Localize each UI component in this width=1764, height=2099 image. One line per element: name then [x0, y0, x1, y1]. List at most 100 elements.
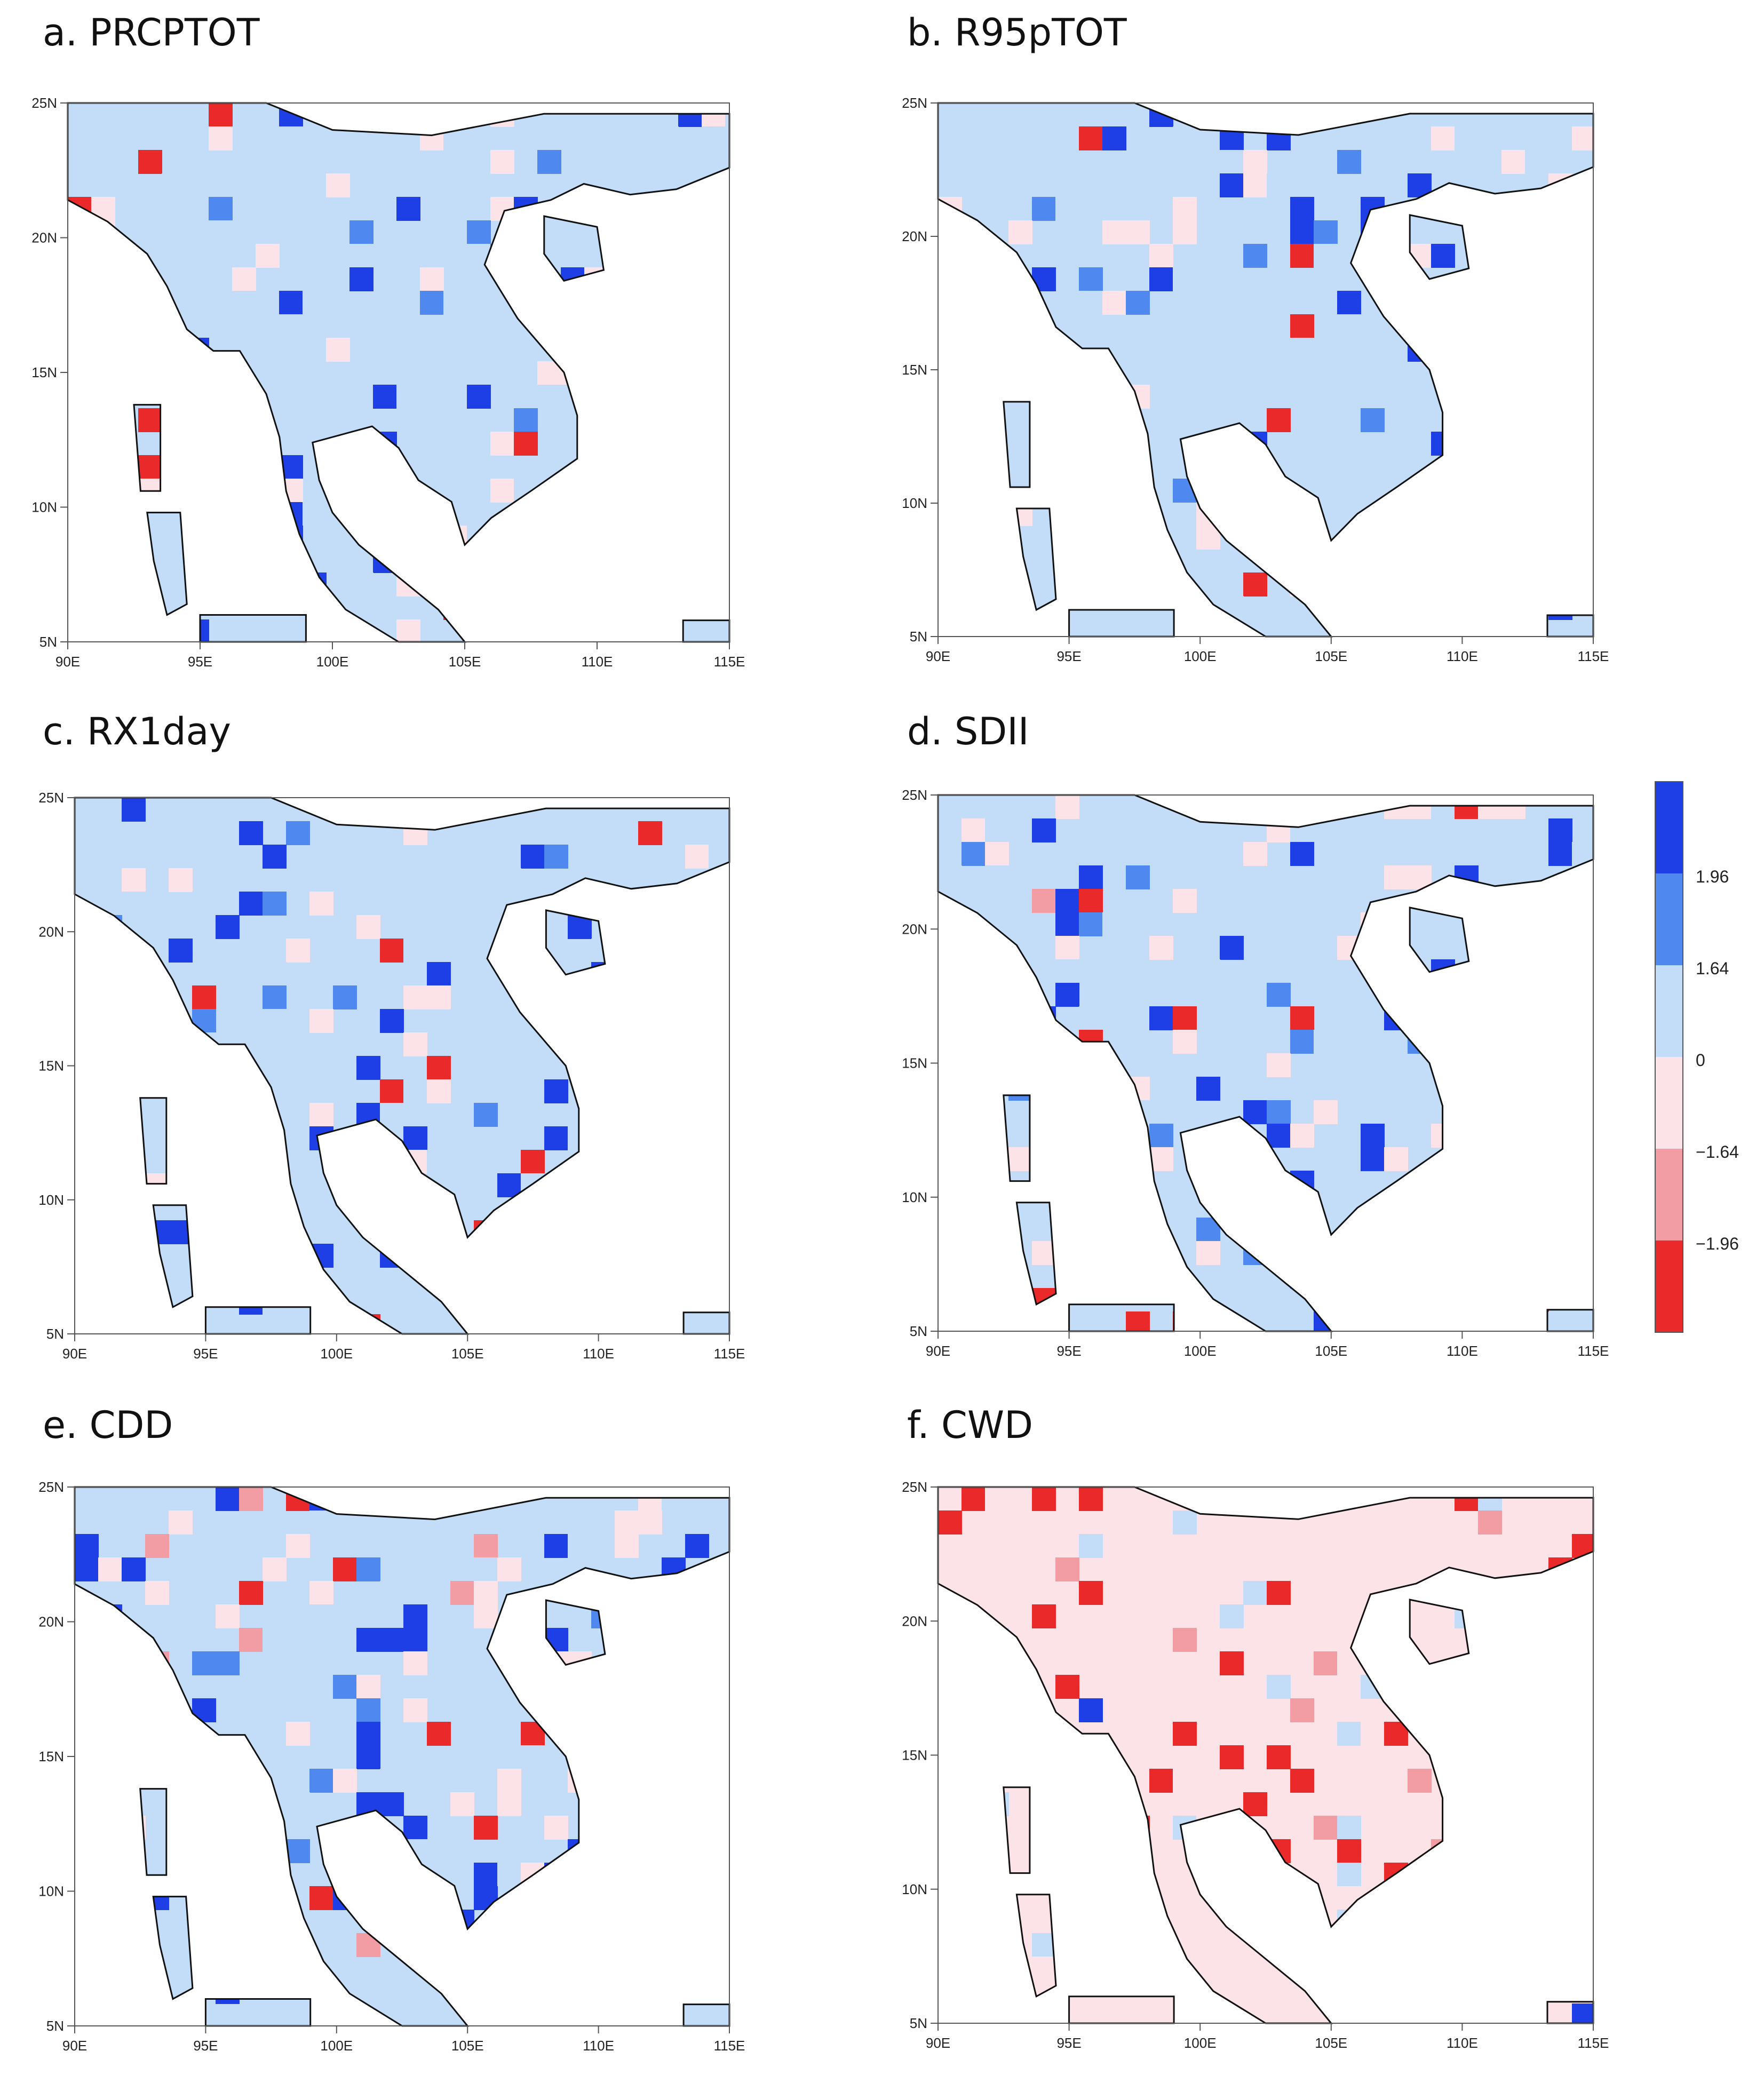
grid-cell — [1102, 220, 1126, 244]
grid-cell — [1196, 1077, 1220, 1101]
grid-cell — [1548, 1311, 1572, 1331]
grid-cell — [521, 1534, 545, 1558]
grid-cell — [349, 244, 374, 268]
grid-cell — [1008, 865, 1032, 889]
grid-cell — [239, 1698, 263, 1722]
grid-cell — [1149, 1124, 1173, 1148]
grid-cell — [263, 962, 287, 986]
grid-cell — [985, 818, 1009, 842]
map-panel-d: 90E 95E 100E 105E 110E 115E 5N 10N 15N 20N 25N — [902, 787, 1609, 1359]
grid-cell — [1572, 126, 1593, 150]
grid-cell — [1337, 1534, 1361, 1558]
y-tick-label: 15N — [38, 1748, 64, 1764]
grid-cell — [1173, 267, 1197, 291]
grid-cell — [544, 1816, 568, 1840]
x-tick-label: 95E — [1056, 648, 1081, 664]
grid-cell — [396, 361, 420, 385]
grid-cell — [985, 1487, 1009, 1511]
grid-cell — [497, 1863, 521, 1887]
grid-cell — [1173, 1910, 1197, 1934]
grid-cell — [490, 314, 514, 338]
grid-cell — [1196, 1792, 1220, 1816]
grid-cell — [1220, 314, 1244, 338]
grid-cell — [1126, 842, 1150, 866]
grid-cell — [1267, 1053, 1291, 1077]
grid-cell — [1290, 385, 1314, 409]
x-tick-label: 95E — [188, 654, 212, 670]
grid-cell — [1267, 1534, 1291, 1558]
y-tick-label: 5N — [46, 2018, 64, 2034]
legend-swatch — [1655, 782, 1683, 873]
grid-cell — [1220, 150, 1244, 174]
grid-cell — [356, 1722, 380, 1746]
grid-cell — [497, 1769, 521, 1793]
grid-cell — [162, 103, 186, 127]
grid-cell — [1290, 220, 1314, 244]
grid-cell — [356, 915, 380, 939]
grid-cell — [985, 865, 1009, 889]
grid-cell — [427, 1769, 451, 1793]
legend-label-neg-1-64: −1.64 — [1696, 1142, 1739, 1162]
grid-cell — [1196, 526, 1220, 550]
grid-cell — [122, 868, 146, 892]
grid-cell — [638, 821, 662, 845]
grid-cell — [1267, 1581, 1291, 1605]
legend-swatch — [1655, 1057, 1683, 1149]
grid-cell — [216, 962, 240, 986]
grid-cell — [1243, 1628, 1267, 1652]
grid-cell — [1220, 1651, 1244, 1675]
grid-cell — [309, 1604, 333, 1628]
x-tick-label: 95E — [1056, 1343, 1081, 1359]
grid-cell — [467, 338, 491, 362]
grid-cell — [1243, 150, 1267, 174]
grid-cell — [427, 1150, 451, 1174]
grid-cell — [333, 1557, 357, 1581]
grid-cell — [1032, 1487, 1056, 1511]
grid-cell — [1572, 2003, 1593, 2023]
grid-cell — [1079, 912, 1103, 936]
grid-cell — [356, 1056, 380, 1080]
grid-cell — [326, 338, 350, 362]
grid-cell — [286, 821, 310, 845]
grid-cell — [373, 244, 397, 268]
grid-cell — [1220, 173, 1244, 197]
grid-cell — [1102, 1675, 1126, 1699]
grid-cell — [1220, 1557, 1244, 1581]
x-tick-label: 105E — [451, 1346, 484, 1362]
grid-cell — [192, 1628, 216, 1652]
grid-cell — [1008, 1487, 1032, 1511]
grid-cell — [474, 1816, 498, 1840]
grid-cell — [263, 845, 287, 869]
grid-cell — [1337, 150, 1361, 174]
grid-cell — [1173, 1722, 1197, 1746]
grid-cell — [286, 1079, 310, 1103]
grid-cell — [1079, 197, 1103, 221]
grid-cell — [239, 1581, 263, 1605]
legend-swatch — [1655, 965, 1683, 1057]
x-tick-label: 90E — [926, 1343, 950, 1359]
grid-cell — [1267, 1675, 1291, 1699]
grid-cell — [1290, 197, 1314, 221]
grid-cell — [138, 150, 162, 174]
grid-cell — [303, 220, 327, 244]
grid-cell — [356, 1698, 380, 1722]
grid-cell — [1149, 1769, 1173, 1793]
grid-cell — [1149, 1006, 1173, 1030]
grid-cell — [514, 338, 538, 362]
grid-cell — [279, 314, 303, 338]
grid-cell — [396, 385, 420, 409]
grid-cell — [1314, 361, 1338, 385]
grid-cell — [1337, 291, 1361, 315]
grid-cell — [1314, 408, 1338, 432]
grid-cell — [309, 1675, 333, 1699]
grid-cell — [1079, 126, 1103, 150]
grid-cell — [1314, 1100, 1338, 1124]
grid-cell — [685, 1534, 709, 1558]
grid-cell — [239, 1487, 263, 1511]
grid-cell — [380, 1628, 404, 1652]
y-tick-label: 10N — [902, 495, 927, 511]
y-tick-label: 5N — [39, 634, 57, 650]
grid-cell — [232, 314, 256, 338]
x-tick-label: 100E — [1184, 2035, 1217, 2051]
grid-cell — [1384, 1147, 1408, 1171]
